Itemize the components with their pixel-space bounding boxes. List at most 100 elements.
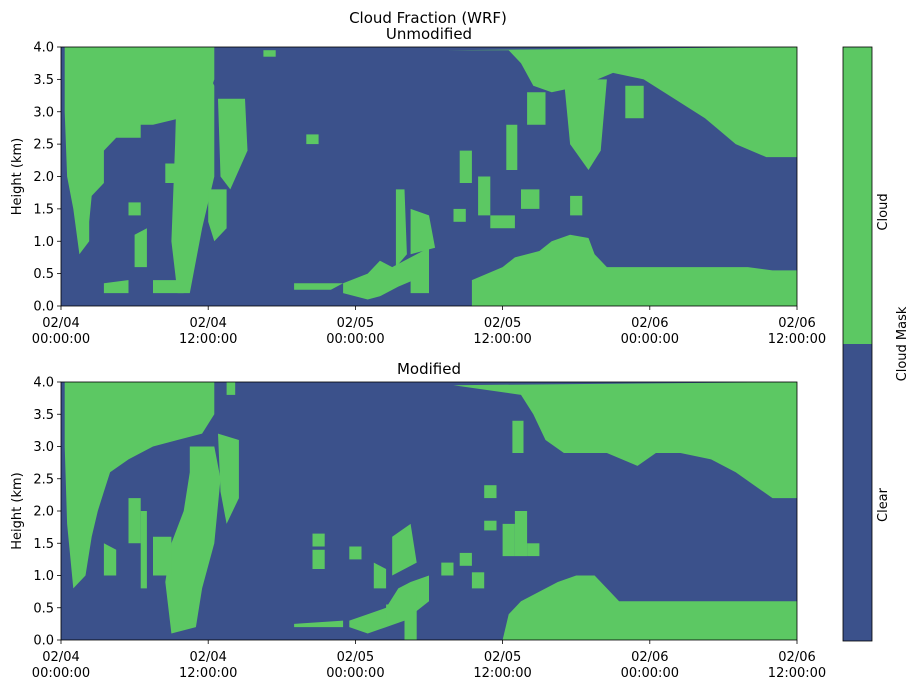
cloud-region [410,208,436,255]
cloud-region [521,189,540,209]
cloud-region [140,511,147,589]
cloud-region [294,620,344,628]
colorbar-tick-clear: Clear [876,487,891,522]
cloud-region [447,47,797,158]
cloud-region [459,552,472,566]
y-tick-label: 0.0 [33,634,54,649]
cloud-region [570,195,583,216]
x-tick-time: 00:00:00 [621,666,679,681]
cloud-region [218,433,239,524]
x-tick-time: 00:00:00 [326,666,384,681]
cloud-region [128,498,141,544]
x-tick-time: 00:00:00 [621,332,679,347]
cloud-region [153,280,184,294]
y-tick-label: 1.5 [33,537,54,552]
cloud-region [343,247,429,300]
modified-panel: 0.00.51.01.52.02.53.03.54.002/0400:00:00… [10,360,826,681]
cloud-region [134,228,147,268]
x-tick-time: 12:00:00 [768,666,826,681]
cloud-region [103,543,117,576]
cloud-region [502,523,515,557]
cloud-region [506,124,518,170]
panel-title: Unmodified [386,25,472,43]
cloud-region [410,267,429,294]
cloud-region [471,572,485,589]
cloud-region [226,382,236,395]
cloud-region [484,520,497,531]
cloud-region [312,549,325,569]
cloud-region [478,176,491,216]
y-tick-label: 2.0 [33,170,54,185]
cloud-region [373,562,387,589]
cloud-region [64,382,215,589]
y-tick-label: 1.5 [33,202,54,217]
cloud-region [395,189,407,268]
cloud-mask-colorbar: Clear Cloud Cloud Mask [842,46,910,642]
y-tick-label: 4.0 [33,376,54,391]
cloud-region [441,562,454,576]
y-axis-label: Height (km) [10,472,25,549]
cloud-region [349,546,362,560]
y-tick-label: 3.0 [33,105,54,120]
cloud-region [527,92,546,125]
cloud-region [208,189,227,242]
x-tick-date: 02/04 [189,316,226,331]
x-tick-time: 00:00:00 [326,332,384,347]
y-tick-label: 3.0 [33,440,54,455]
cloud-region [294,283,344,290]
cloud-region [312,533,325,547]
x-tick-date: 02/05 [337,316,374,331]
y-tick-label: 0.5 [33,267,54,282]
x-tick-date: 02/05 [337,650,374,665]
cloud-region [502,575,797,640]
y-tick-label: 2.5 [33,138,54,153]
x-tick-date: 02/05 [484,316,521,331]
y-tick-label: 3.5 [33,408,54,423]
x-tick-date: 02/06 [778,316,815,331]
cloud-region [103,280,129,294]
cloud-region [484,485,497,499]
x-tick-time: 12:00:00 [473,666,531,681]
x-tick-date: 02/06 [631,650,668,665]
x-tick-date: 02/04 [42,650,79,665]
x-tick-time: 12:00:00 [473,332,531,347]
cloud-region [459,150,472,183]
y-tick-label: 2.0 [33,505,54,520]
y-tick-label: 2.5 [33,472,54,487]
cloud-region [306,134,319,145]
colorbar-clear-segment [843,344,872,641]
cloud-region [404,594,417,640]
cloud-region [263,50,276,57]
x-tick-time: 12:00:00 [768,332,826,347]
cloud-region [165,163,178,183]
x-tick-time: 00:00:00 [32,332,90,347]
x-tick-time: 12:00:00 [179,666,237,681]
unmodified-panel: 0.00.51.01.52.02.53.03.54.002/0400:00:00… [10,25,826,347]
cloud-region [471,234,797,306]
cloud-region [563,79,607,170]
cloud-region [128,202,141,216]
x-tick-date: 02/04 [42,316,79,331]
cloud-region [512,420,524,453]
colorbar-label: Cloud Mask [895,306,910,381]
colorbar-tick-cloud: Cloud [876,193,891,230]
cloud-region [171,60,215,294]
y-tick-label: 3.5 [33,73,54,88]
panel-title: Modified [397,360,461,378]
cloud-region [453,382,797,499]
y-tick-label: 1.0 [33,569,54,584]
colorbar-frame [842,46,873,642]
cloud-region [153,536,172,576]
x-tick-date: 02/04 [189,650,226,665]
cloud-region [218,98,248,190]
y-tick-label: 4.0 [33,41,54,56]
cloud-region [625,85,644,119]
cloud-region [514,511,528,557]
x-tick-time: 00:00:00 [32,666,90,681]
cloud-region [165,446,221,634]
cloud-region [392,523,417,576]
x-tick-date: 02/05 [484,650,521,665]
y-tick-label: 0.0 [33,300,54,315]
colorbar-cloud-segment [843,47,872,344]
